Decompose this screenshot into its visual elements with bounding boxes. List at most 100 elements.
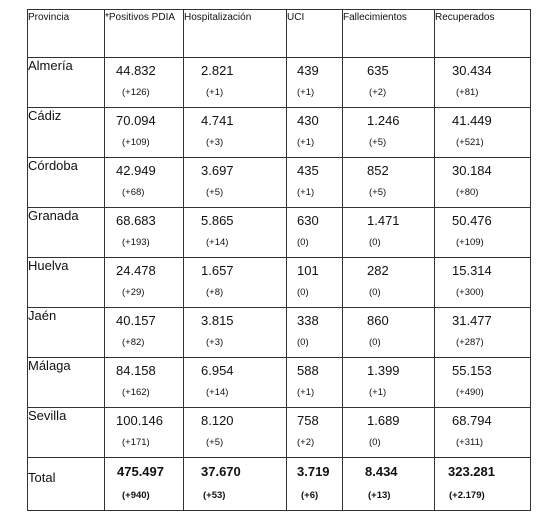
positivos-cell: 84.158 (+162) xyxy=(104,357,184,408)
recuperados-cell: 68.794 (+311) xyxy=(434,407,531,458)
table-body: Almería 44.832 (+126) 2.821 (+1) 439 (+1) 635 (+… xyxy=(27,57,531,511)
hospitalizacion-value: 8.120 xyxy=(201,413,234,428)
positivos-cell: 44.832 (+126) xyxy=(104,57,184,108)
hospitalizacion-value: 4.741 xyxy=(201,113,234,128)
uci-value: 630 xyxy=(297,213,319,228)
table-row: Huelva 24.478 (+29) 1.657 (+8) 101 (0) 282 (0) 15… xyxy=(27,257,531,308)
uci-daily-change: (0) xyxy=(297,287,309,298)
province-name: Granada xyxy=(27,207,105,258)
positivos-cell: 40.157 (+82) xyxy=(104,307,184,358)
recuperados-value: 30.434 xyxy=(452,63,492,78)
fallecimientos-daily-change: (+5) xyxy=(369,187,387,198)
positivos-cell: 475.497 (+940) xyxy=(104,457,184,511)
fallecimientos-daily-change: (0) xyxy=(369,337,381,348)
table-row: Córdoba 42.949 (+68) 3.697 (+5) 435 (+1) 852 (+5… xyxy=(27,157,531,208)
recuperados-value: 30.184 xyxy=(452,163,492,178)
uci-daily-change: (0) xyxy=(297,237,309,248)
fallecimientos-daily-change: (+2) xyxy=(369,87,387,98)
positivos-daily-change: (+162) xyxy=(122,387,150,398)
hospitalizacion-cell: 37.670 (+53) xyxy=(183,457,287,511)
uci-cell: 758 (+2) xyxy=(286,407,343,458)
uci-value: 430 xyxy=(297,113,319,128)
hospitalizacion-daily-change: (+5) xyxy=(206,187,224,198)
recuperados-cell: 50.476 (+109) xyxy=(434,207,531,258)
uci-value: 439 xyxy=(297,63,319,78)
total-row: Total 475.497 (+940) 37.670 (+53) 3.719 (+6) 8.… xyxy=(27,457,531,511)
province-name: Jaén xyxy=(27,307,105,358)
uci-daily-change: (+1) xyxy=(297,187,315,198)
hospitalizacion-cell: 2.821 (+1) xyxy=(183,57,287,108)
hospitalizacion-value: 6.954 xyxy=(201,363,234,378)
hospitalizacion-value: 1.657 xyxy=(201,263,234,278)
hospitalizacion-cell: 6.954 (+14) xyxy=(183,357,287,408)
positivos-daily-change: (+109) xyxy=(122,137,150,148)
hospitalizacion-value: 3.697 xyxy=(201,163,234,178)
header-hospitalizacion: Hospitalización xyxy=(183,9,287,58)
hospitalizacion-daily-change: (+14) xyxy=(206,237,229,248)
positivos-cell: 42.949 (+68) xyxy=(104,157,184,208)
hospitalizacion-cell: 8.120 (+5) xyxy=(183,407,287,458)
hospitalizacion-daily-change: (+1) xyxy=(206,87,224,98)
fallecimientos-value: 1.689 xyxy=(367,413,400,428)
hospitalizacion-value: 2.821 xyxy=(201,63,234,78)
uci-value: 101 xyxy=(297,263,319,278)
fallecimientos-daily-change: (0) xyxy=(369,287,381,298)
recuperados-daily-change: (+311) xyxy=(456,437,484,448)
recuperados-value: 323.281 xyxy=(448,464,495,479)
positivos-value: 70.094 xyxy=(116,113,156,128)
uci-daily-change: (0) xyxy=(297,337,309,348)
province-name: Córdoba xyxy=(27,157,105,208)
positivos-value: 475.497 xyxy=(117,464,164,479)
recuperados-daily-change: (+287) xyxy=(456,337,484,348)
uci-daily-change: (+2) xyxy=(297,437,315,448)
uci-value: 588 xyxy=(297,363,319,378)
header-recuperados: Recuperados xyxy=(434,9,531,58)
hospitalizacion-cell: 3.815 (+3) xyxy=(183,307,287,358)
uci-cell: 101 (0) xyxy=(286,257,343,308)
recuperados-value: 31.477 xyxy=(452,313,492,328)
recuperados-cell: 323.281 (+2.179) xyxy=(434,457,531,511)
positivos-value: 40.157 xyxy=(116,313,156,328)
hospitalizacion-daily-change: (+3) xyxy=(206,137,224,148)
recuperados-cell: 30.184 (+80) xyxy=(434,157,531,208)
recuperados-value: 55.153 xyxy=(452,363,492,378)
province-name: Cádiz xyxy=(27,107,105,158)
fallecimientos-daily-change: (+5) xyxy=(369,137,387,148)
positivos-value: 44.832 xyxy=(116,63,156,78)
uci-value: 758 xyxy=(297,413,319,428)
table-header: Provincia *Positivos PDIA Hospitalizació… xyxy=(27,9,531,58)
recuperados-cell: 15.314 (+300) xyxy=(434,257,531,308)
total-label: Total xyxy=(27,457,105,511)
fallecimientos-cell: 282 (0) xyxy=(342,257,435,308)
uci-cell: 439 (+1) xyxy=(286,57,343,108)
fallecimientos-cell: 1.471 (0) xyxy=(342,207,435,258)
hospitalizacion-daily-change: (+8) xyxy=(206,287,224,298)
hospitalizacion-daily-change: (+53) xyxy=(203,490,226,501)
province-name: Almería xyxy=(27,57,105,108)
positivos-daily-change: (+82) xyxy=(122,337,145,348)
recuperados-daily-change: (+109) xyxy=(456,237,484,248)
positivos-value: 100.146 xyxy=(116,413,163,428)
uci-daily-change: (+6) xyxy=(301,490,319,501)
hospitalizacion-cell: 4.741 (+3) xyxy=(183,107,287,158)
fallecimientos-value: 8.434 xyxy=(365,464,398,479)
recuperados-daily-change: (+81) xyxy=(456,87,479,98)
uci-daily-change: (+1) xyxy=(297,87,315,98)
positivos-cell: 100.146 (+171) xyxy=(104,407,184,458)
table-row: Málaga 84.158 (+162) 6.954 (+14) 588 (+1) 1.399… xyxy=(27,357,531,408)
uci-value: 338 xyxy=(297,313,319,328)
fallecimientos-cell: 860 (0) xyxy=(342,307,435,358)
uci-cell: 430 (+1) xyxy=(286,107,343,158)
hospitalizacion-cell: 5.865 (+14) xyxy=(183,207,287,258)
hospitalizacion-cell: 3.697 (+5) xyxy=(183,157,287,208)
uci-cell: 435 (+1) xyxy=(286,157,343,208)
positivos-daily-change: (+68) xyxy=(122,187,145,198)
hospitalizacion-value: 37.670 xyxy=(201,464,241,479)
uci-cell: 338 (0) xyxy=(286,307,343,358)
table-row: Jaén 40.157 (+82) 3.815 (+3) 338 (0) 860 (0) 31.4… xyxy=(27,307,531,358)
positivos-daily-change: (+193) xyxy=(122,237,150,248)
recuperados-daily-change: (+300) xyxy=(456,287,484,298)
uci-value: 3.719 xyxy=(297,464,330,479)
hospitalizacion-cell: 1.657 (+8) xyxy=(183,257,287,308)
positivos-value: 24.478 xyxy=(116,263,156,278)
